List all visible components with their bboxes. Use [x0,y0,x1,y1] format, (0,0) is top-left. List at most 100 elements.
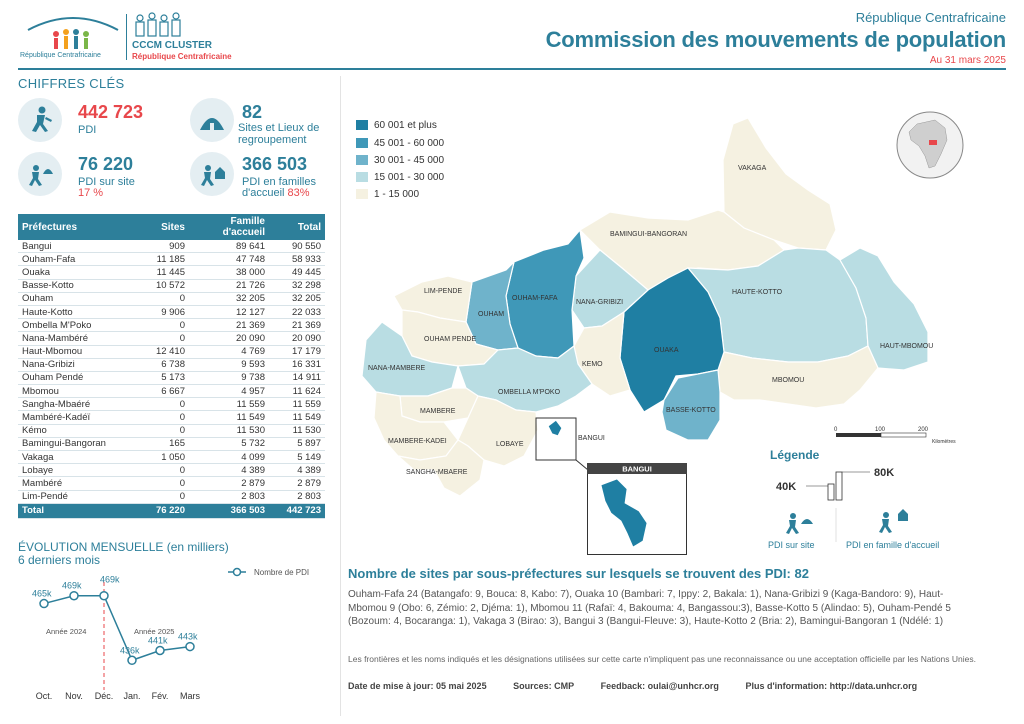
cell-sites: 0 [136,424,189,438]
logo-divider [126,14,127,60]
pdi-families-label-2: d'accueil 83% [242,187,310,199]
label-mambere: MAMBERE [420,408,456,415]
table-row: Haut-Mbomou 12 410 4 769 17 179 [18,345,325,359]
total-cell: Total [18,503,136,519]
pdi-label: PDI [78,124,97,136]
cccm-people-icon [135,12,181,37]
header-rule [18,68,1006,70]
cell-famille: 2 879 [189,476,269,491]
data-label: 465k [32,589,52,599]
cell-prefecture: Ouham-Fafa [18,252,136,267]
scale-0: 0 [834,427,838,433]
label-bassekotto: BASSE-KOTTO [666,407,716,414]
map-region-ouhamfafa [505,228,585,359]
table-row: Ouham 0 32 205 32 205 [18,292,325,306]
cell-sites: 12 410 [136,345,189,359]
cell-famille: 21 369 [189,318,269,333]
cell-sites: 0 [136,463,189,478]
cell-sites: 0 [136,476,189,491]
data-point [69,590,79,601]
x-tick-label: Fév. [152,691,169,701]
inset-title: BANGUI [622,465,652,474]
map-region-bassekotto [661,369,721,441]
data-point [155,645,165,656]
person-running-shelter-icon [18,152,62,196]
pdi-families-pct: 83% [287,187,310,199]
label-nanagribizi: NANA-GRIBIZI [576,299,623,306]
cell-sites: 0 [136,397,189,412]
cell-total: 2 803 [269,490,325,504]
cell-sites: 5 173 [136,371,189,386]
cell-total: 21 369 [269,318,325,333]
cell-sites: 10 572 [136,279,189,293]
col-sites: Sites [136,214,189,240]
label-bangui: BANGUI [578,435,605,442]
cell-sites: 909 [136,240,189,254]
legend-class-4: 15 001 - 30 000 [356,172,444,183]
kpi-pdi: 442 723 PDI [18,98,178,146]
table-row: Ouaka 11 445 38 000 49 445 [18,265,325,280]
legend-class-3: 30 001 - 45 000 [356,155,444,166]
cell-total: 11 530 [269,424,325,438]
cell-total: 5 149 [269,450,325,465]
data-label: 441k [148,635,168,645]
legend-pdi-site-icon [786,513,813,534]
cell-famille: 9 593 [189,358,269,372]
cell-prefecture: Lobaye [18,463,136,478]
cell-total: 11 549 [269,410,325,425]
cell-prefecture: Sangha-Mbaéré [18,397,136,412]
car-map: VAKAGA BAMINGUI-BANGORAN LIM-PENDE OUHAM… [361,117,956,497]
footer-sources: Sources: CMP [513,681,575,691]
evolution-title: ÉVOLUTION MENSUELLE (en milliers) [18,540,229,554]
label-ombella: OMBELLA M'POKO [498,389,561,396]
pdi-sites-pct: 17 % [78,187,104,199]
legend-label: Nombre de PDI [254,568,309,577]
year-2024-label: Année 2024 [46,627,86,636]
kpi-pdi-families: 366 503 PDI en familles d'accueil 83% [190,152,335,200]
x-tick-label: Nov. [65,691,83,701]
cell-total: 2 879 [269,476,325,491]
table-row: Mambéré-Kadéï 0 11 549 11 549 [18,410,325,425]
cell-total: 5 897 [269,437,325,452]
data-label: 469k [62,581,82,591]
cell-famille: 47 748 [189,252,269,267]
legende-bar-40k [827,483,835,501]
cell-prefecture: Haut-Mbomou [18,345,136,359]
disclaimer: Les frontières et les noms indiqués et l… [348,654,976,664]
cell-sites: 6 667 [136,384,189,399]
cell-sites: 9 906 [136,305,189,320]
scale-unit: Kilomètres [932,439,956,445]
legende-40k: 40K [776,481,796,493]
pdi-value: 442 723 [78,102,144,122]
cell-famille: 32 205 [189,292,269,306]
x-tick-label: Oct. [36,691,53,701]
bangui-pointer [575,459,589,471]
col-famille: Famille d'accueil [189,214,269,240]
map-region-mbomou [717,345,879,409]
legend-class-1: 60 001 et plus [356,120,437,131]
sites-value: 82 [242,102,263,122]
kpi-sites: 82 Sites et Lieux de regroupement [190,98,335,146]
table-row: Basse-Kotto 10 572 21 726 32 298 [18,279,325,293]
cell-famille: 38 000 [189,265,269,280]
cell-prefecture: Ouham [18,292,136,306]
cluster-country: République Centrafricaine [132,52,232,61]
map-region-hautmbomou [839,247,929,371]
cell-total: 16 331 [269,358,325,372]
series-line [43,594,191,662]
table-row: Bamingui-Bangoran 165 5 732 5 897 [18,437,325,452]
cell-famille: 2 803 [189,490,269,504]
total-cell: 442 723 [269,503,325,519]
legende-title: Légende [770,448,820,462]
footer-info[interactable]: Plus d'information: http://data.unhcr.or… [745,681,918,691]
footer-feedback[interactable]: Feedback: oulai@unhcr.org [600,681,719,691]
unhcr-logo-icon [27,17,119,49]
page-title: Commission des mouvements de population [545,27,1007,52]
country-name: République Centrafricaine [855,10,1006,25]
label-vakaga: VAKAGA [738,165,767,172]
cell-famille: 12 127 [189,305,269,320]
table-row: Nana-Mambéré 0 20 090 20 090 [18,331,325,346]
cell-sites: 11 445 [136,265,189,280]
cell-sites: 165 [136,437,189,452]
year-2025-label: Année 2025 [134,627,174,636]
